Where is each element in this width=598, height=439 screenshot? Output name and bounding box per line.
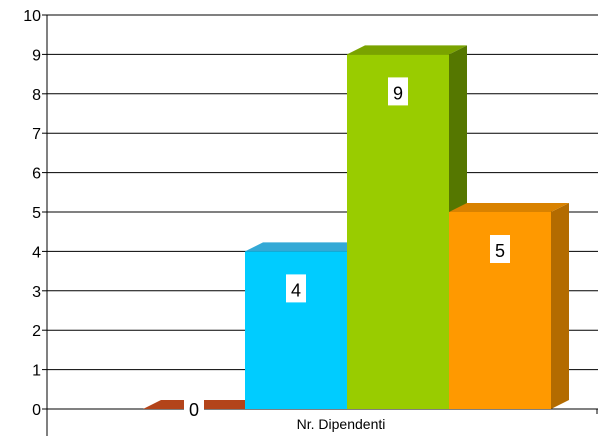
y-tick-label: 0 (32, 402, 41, 419)
bar-9 (347, 45, 467, 410)
bar-top (449, 203, 569, 212)
bars (143, 45, 569, 410)
bar-side (551, 203, 569, 409)
y-tick-label: 5 (32, 205, 41, 222)
data-label: 0 (184, 394, 204, 422)
y-tick-label: 8 (32, 87, 41, 104)
y-tick-label: 6 (32, 166, 41, 183)
y-tick-label: 1 (32, 363, 41, 380)
bar-top (245, 242, 365, 252)
data-label-text: 0 (189, 400, 199, 420)
data-label-text: 4 (291, 280, 301, 300)
y-tick-label: 2 (32, 323, 41, 340)
data-label: 4 (286, 274, 306, 303)
y-axis: 0 1 2 3 4 5 6 7 8 9 10 (23, 8, 48, 436)
bar-front (347, 54, 449, 410)
data-label-box (286, 274, 306, 303)
bar-5 (449, 203, 569, 409)
y-tick-label: 10 (23, 8, 41, 25)
data-label-text: 9 (393, 83, 403, 103)
data-label: 5 (490, 235, 510, 263)
y-tick-label: 9 (32, 47, 41, 64)
data-label-box (184, 394, 204, 422)
data-labels: 0 4 9 5 (184, 77, 510, 422)
data-label-box (388, 77, 408, 106)
y-tick-label: 7 (32, 126, 41, 143)
bar-top (347, 45, 467, 55)
y-tick-label: 3 (32, 284, 41, 301)
data-label-box (490, 235, 510, 263)
data-label-text: 5 (495, 241, 505, 261)
data-label: 9 (388, 77, 408, 106)
x-axis: Nr. Dipendenti (46, 408, 598, 432)
x-category-label: Nr. Dipendenti (297, 416, 386, 432)
y-tick-label: 4 (32, 244, 41, 261)
